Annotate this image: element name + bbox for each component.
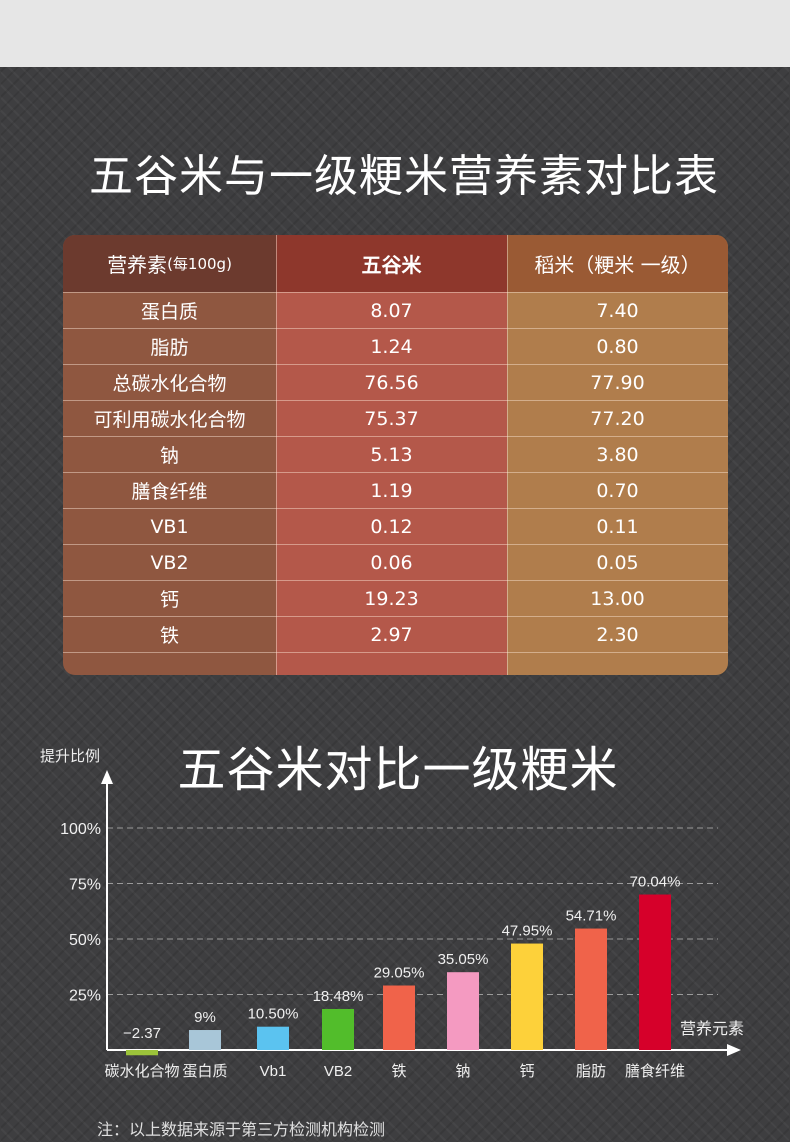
- table-row: 总碳水化合物 76.56 77.90: [63, 364, 728, 400]
- wugu-value-cell: 1.19: [370, 479, 413, 502]
- footnote: 注：以上数据来源于第三方检测机构检测: [97, 1120, 386, 1139]
- header-nutrient-label: 营养素: [107, 253, 168, 277]
- wugu-value-cell: 1.24: [370, 335, 413, 358]
- chart-title: 五谷米对比一级粳米: [177, 742, 619, 798]
- header-daomi: 稻米（粳米 一级）: [507, 235, 728, 292]
- wugu-value-cell: 8.07: [370, 299, 413, 322]
- nutrient-cell: 钠: [159, 445, 179, 467]
- x-tick-label: 脂肪: [576, 1063, 606, 1080]
- table-footer-row: [63, 652, 728, 673]
- x-tick-label: 膳食纤维: [625, 1063, 685, 1080]
- header-wugu: 五谷米: [276, 235, 507, 292]
- bar: [257, 1026, 289, 1050]
- y-tick-label: 25%: [69, 988, 101, 1005]
- bar: [189, 1030, 221, 1050]
- daomi-value-cell: 7.40: [596, 299, 639, 322]
- table-col-nutrient: [63, 235, 276, 675]
- nutrient-cell: VB2: [150, 551, 189, 574]
- daomi-value-cell: 13.00: [590, 587, 645, 610]
- wugu-value-cell: 5.13: [370, 443, 413, 466]
- y-tick-label: 50%: [69, 932, 101, 949]
- data-label: 54.71%: [566, 908, 617, 925]
- data-label: 70.04%: [630, 874, 681, 891]
- nutrient-cell: 蛋白质: [140, 301, 198, 323]
- bar: [126, 1050, 158, 1056]
- daomi-value-cell: 0.11: [596, 515, 639, 538]
- wugu-value-cell: 76.56: [364, 371, 419, 394]
- wugu-value-cell: 0.12: [370, 515, 413, 538]
- table-row: 蛋白质 8.07 7.40: [63, 292, 728, 328]
- bar: [383, 985, 415, 1050]
- x-axis-arrow-icon: [727, 1044, 741, 1056]
- x-axis-label: 营养元素: [680, 1020, 744, 1038]
- nutrient-cell: 膳食纤维: [131, 481, 208, 503]
- nutrition-table: 营养素 (每100g) 五谷米 稻米（粳米 一级） 蛋白质 8.07 7.40 脂肪 1.…: [63, 235, 728, 675]
- top-banner: [0, 0, 790, 67]
- nutrient-cell: 铁: [159, 625, 179, 647]
- wugu-value-cell: 19.23: [364, 587, 419, 610]
- bar: [322, 1008, 354, 1050]
- table-col-wugu: [276, 235, 507, 675]
- wugu-value-cell: 0.06: [370, 551, 413, 574]
- data-label: −2.37: [123, 1025, 161, 1042]
- x-tick-label: 碳水化合物: [104, 1063, 179, 1080]
- wugu-value-cell: 75.37: [364, 407, 419, 430]
- table-row: 脂肪 1.24 0.80: [63, 328, 728, 364]
- x-tick-label: 蛋白质: [182, 1063, 227, 1080]
- table-row: 钠 5.13 3.80: [63, 436, 728, 472]
- x-tick-label: VB2: [324, 1063, 352, 1080]
- data-label: 47.95%: [502, 923, 553, 940]
- column-divider: [276, 235, 277, 675]
- nutrient-cell: 总碳水化合物: [112, 373, 227, 395]
- table-row: VB1 0.12 0.11: [63, 508, 728, 544]
- table-row: 铁 2.97 2.30: [63, 616, 728, 652]
- bar-chart: 100% 75% 50% 25% 营养元素 −2.37 碳水化合物 9% 蛋白质 10.50% Vb…: [60, 770, 744, 1080]
- daomi-value-cell: 3.80: [596, 443, 639, 466]
- data-label: 18.48%: [313, 988, 364, 1005]
- x-tick-label: 钙: [519, 1063, 534, 1080]
- table-row: VB2 0.06 0.05: [63, 544, 728, 580]
- daomi-value-cell: 0.80: [596, 335, 639, 358]
- y-tick-label: 75%: [69, 877, 101, 894]
- table-row: 膳食纤维 1.19 0.70: [63, 472, 728, 508]
- table-col-daomi: [507, 235, 728, 675]
- daomi-value-cell: 77.20: [590, 407, 645, 430]
- y-tick-label: 100%: [60, 821, 101, 838]
- x-tick-label: 钠: [455, 1063, 470, 1080]
- daomi-value-cell: 0.05: [596, 551, 639, 574]
- table-title: 五谷米与一级粳米营养素对比表: [89, 151, 719, 202]
- x-tick-label: 铁: [391, 1063, 406, 1080]
- data-label: 29.05%: [374, 965, 425, 982]
- nutrient-cell: VB1: [150, 515, 189, 538]
- table-row: 可利用碳水化合物 75.37 77.20: [63, 400, 728, 436]
- bar: [575, 928, 607, 1050]
- table-row: 钙 19.23 13.00: [63, 580, 728, 616]
- wugu-value-cell: 2.97: [370, 623, 413, 646]
- x-tick-label: Vb1: [260, 1063, 287, 1080]
- bar: [639, 894, 671, 1050]
- daomi-value-cell: 77.90: [590, 371, 645, 394]
- y-axis-label: 提升比例: [40, 747, 101, 765]
- nutrient-cell: 钙: [159, 589, 179, 611]
- nutrient-cell: 可利用碳水化合物: [93, 409, 246, 431]
- data-label: 10.50%: [248, 1006, 299, 1023]
- daomi-value-cell: 2.30: [596, 623, 639, 646]
- column-divider: [507, 235, 508, 675]
- nutrient-cell: 脂肪: [150, 337, 189, 359]
- y-axis-arrow-icon: [101, 770, 113, 784]
- data-label: 9%: [194, 1009, 216, 1026]
- daomi-value-cell: 0.70: [596, 479, 639, 502]
- data-label: 35.05%: [438, 951, 489, 968]
- header-nutrient-unit: (每100g): [167, 255, 232, 273]
- header-nutrient: 营养素 (每100g): [63, 235, 276, 292]
- bar: [511, 943, 543, 1050]
- bar: [447, 972, 479, 1050]
